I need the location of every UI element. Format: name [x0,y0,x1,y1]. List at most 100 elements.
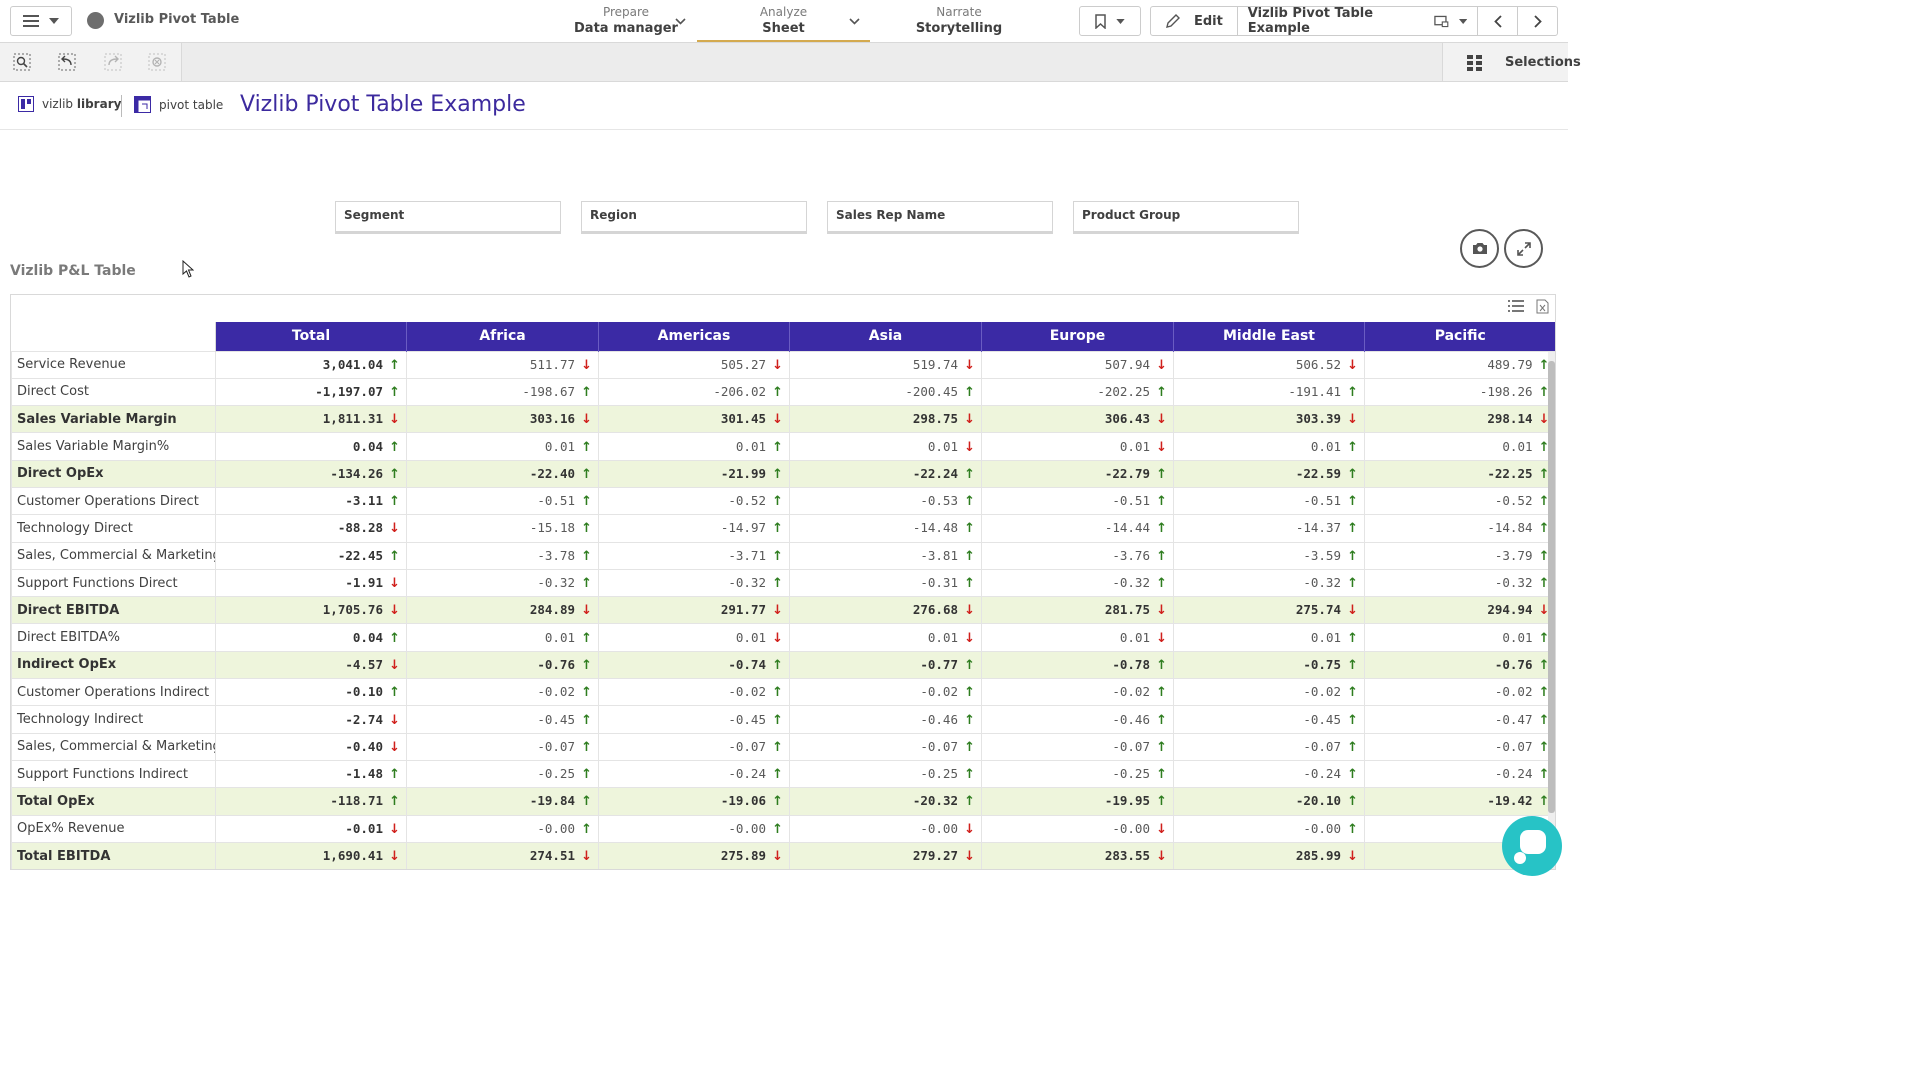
table-cell[interactable]: -14.84 ↑ [1364,514,1555,543]
step-forward-icon[interactable] [104,53,122,71]
table-cell[interactable]: -0.02 ↑ [406,678,599,706]
table-cell[interactable]: -202.25 ↑ [981,377,1174,406]
table-cell[interactable]: 298.75 ↓ [789,405,982,433]
table-cell[interactable]: -0.32 ↑ [1364,568,1555,597]
table-cell[interactable]: 1,811.31 ↓ [215,405,407,433]
table-cell[interactable]: -3.11 ↑ [215,486,407,515]
table-cell[interactable]: 519.74 ↓ [789,350,982,379]
table-cell[interactable]: -0.47 ↑ [1364,705,1555,734]
table-cell[interactable]: -118.71 ↑ [215,787,407,816]
table-cell[interactable]: -0.40 ↓ [215,732,407,761]
table-cell[interactable]: 303.16 ↓ [406,405,599,433]
table-cell[interactable]: -0.74 ↑ [598,650,790,679]
table-cell[interactable]: -22.45 ↑ [215,541,407,570]
smart-search-icon[interactable] [13,53,31,71]
table-cell[interactable]: -0.31 ↑ [789,568,982,597]
table-cell[interactable]: 274.51 ↓ [406,841,599,869]
edit-button[interactable]: Edit [1151,6,1237,36]
table-cell[interactable]: -22.59 ↑ [1173,459,1365,488]
table-cell[interactable]: -0.76 ↑ [1364,650,1555,679]
column-header-americas[interactable]: Americas [598,322,790,351]
table-cell[interactable]: 0.01 ↓ [981,623,1174,652]
row-label[interactable]: Sales Variable Margin [11,405,216,433]
step-back-icon[interactable] [58,53,76,71]
table-cell[interactable]: 0.01 ↓ [598,623,790,652]
table-cell[interactable]: 279.27 ↓ [789,841,982,869]
table-cell[interactable]: -14.44 ↑ [981,514,1174,543]
table-cell[interactable]: -200.45 ↑ [789,377,982,406]
table-cell[interactable]: 298.14 ↓ [1364,405,1555,433]
table-cell[interactable]: -0.76 ↑ [406,650,599,679]
table-cell[interactable]: 506.52 ↓ [1173,350,1365,379]
table-cell[interactable]: 0.01 ↑ [406,432,599,461]
table-cell[interactable]: -0.07 ↑ [406,732,599,761]
table-cell[interactable]: -0.46 ↑ [981,705,1174,734]
table-cell[interactable]: -0.75 ↑ [1173,650,1365,679]
column-header-africa[interactable]: Africa [406,322,599,351]
table-cell[interactable]: -0.77 ↑ [789,650,982,679]
chat-widget-button[interactable] [1502,816,1562,876]
filter-segment[interactable]: Segment [335,201,561,234]
table-cell[interactable]: -0.51 ↑ [981,486,1174,515]
table-cell[interactable]: -0.02 ↑ [1364,678,1555,706]
table-cell[interactable]: 0.01 ↑ [1364,432,1555,461]
table-cell[interactable]: -0.32 ↑ [598,568,790,597]
table-cell[interactable]: -22.24 ↑ [789,459,982,488]
table-cell[interactable]: 1,690.41 ↓ [215,841,407,869]
column-header-pacific[interactable]: Pacific [1364,322,1555,351]
table-cell[interactable]: -0.00 ↓ [789,814,982,843]
table-cell[interactable]: -198.26 ↑ [1364,377,1555,406]
bookmark-button[interactable] [1079,6,1141,36]
table-cell[interactable]: -0.02 ↑ [789,678,982,706]
table-cell[interactable]: 284.89 ↓ [406,596,599,624]
table-cell[interactable]: 0.01 ↑ [1173,432,1365,461]
table-cell[interactable]: 0.01 ↓ [789,432,982,461]
filter-sales-rep-name[interactable]: Sales Rep Name [827,201,1053,234]
row-label[interactable]: Sales, Commercial & Marketing ... [11,541,216,570]
table-cell[interactable]: -0.78 ↑ [981,650,1174,679]
table-cell[interactable]: -19.06 ↑ [598,787,790,816]
table-cell[interactable]: -0.07 ↑ [1364,732,1555,761]
table-cell[interactable]: 276.68 ↓ [789,596,982,624]
filter-region[interactable]: Region [581,201,807,234]
table-cell[interactable]: -0.07 ↑ [1173,732,1365,761]
table-cell[interactable]: -14.97 ↑ [598,514,790,543]
table-cell[interactable]: 283.55 ↓ [981,841,1174,869]
table-cell[interactable]: 3,041.04 ↑ [215,350,407,379]
row-label[interactable]: Total EBITDA [11,841,216,869]
row-label[interactable]: Customer Operations Indirect [11,678,216,706]
table-cell[interactable]: -0.07 ↑ [789,732,982,761]
row-label[interactable]: Direct Cost [11,377,216,406]
table-cell[interactable]: -0.07 ↑ [598,732,790,761]
table-cell[interactable]: -20.32 ↑ [789,787,982,816]
row-label[interactable]: Support Functions Direct [11,568,216,597]
row-label[interactable]: Customer Operations Direct [11,486,216,515]
list-icon[interactable] [1508,299,1524,312]
table-cell[interactable]: 281.75 ↓ [981,596,1174,624]
table-cell[interactable]: -21.99 ↑ [598,459,790,488]
row-label[interactable]: Technology Indirect [11,705,216,734]
tab-prepare[interactable]: Prepare Data manager [556,0,696,42]
vizlib-library-link[interactable]: vizlib library [18,96,121,112]
row-label[interactable]: Service Revenue [11,350,216,379]
table-cell[interactable]: -0.25 ↑ [406,759,599,788]
table-cell[interactable]: -3.79 ↑ [1364,541,1555,570]
table-cell[interactable]: -191.41 ↑ [1173,377,1365,406]
table-cell[interactable]: -19.84 ↑ [406,787,599,816]
table-cell[interactable]: -0.02 ↑ [1173,678,1365,706]
table-cell[interactable]: -0.52 ↑ [1364,486,1555,515]
table-cell[interactable]: -0.32 ↑ [1173,568,1365,597]
snapshot-button[interactable] [1460,229,1499,268]
table-cell[interactable]: -0.07 ↑ [981,732,1174,761]
table-cell[interactable]: -0.02 ↑ [598,678,790,706]
column-header-middle-east[interactable]: Middle East [1173,322,1365,351]
table-cell[interactable]: -0.45 ↑ [1173,705,1365,734]
table-cell[interactable]: -0.24 ↑ [1173,759,1365,788]
table-cell[interactable]: -0.25 ↑ [789,759,982,788]
row-label[interactable]: Direct EBITDA [11,596,216,624]
table-cell[interactable]: 1,705.76 ↓ [215,596,407,624]
table-cell[interactable]: -0.51 ↑ [1173,486,1365,515]
table-cell[interactable]: -0.10 ↑ [215,678,407,706]
export-excel-icon[interactable] [1536,299,1549,314]
table-cell[interactable]: -0.24 ↑ [598,759,790,788]
